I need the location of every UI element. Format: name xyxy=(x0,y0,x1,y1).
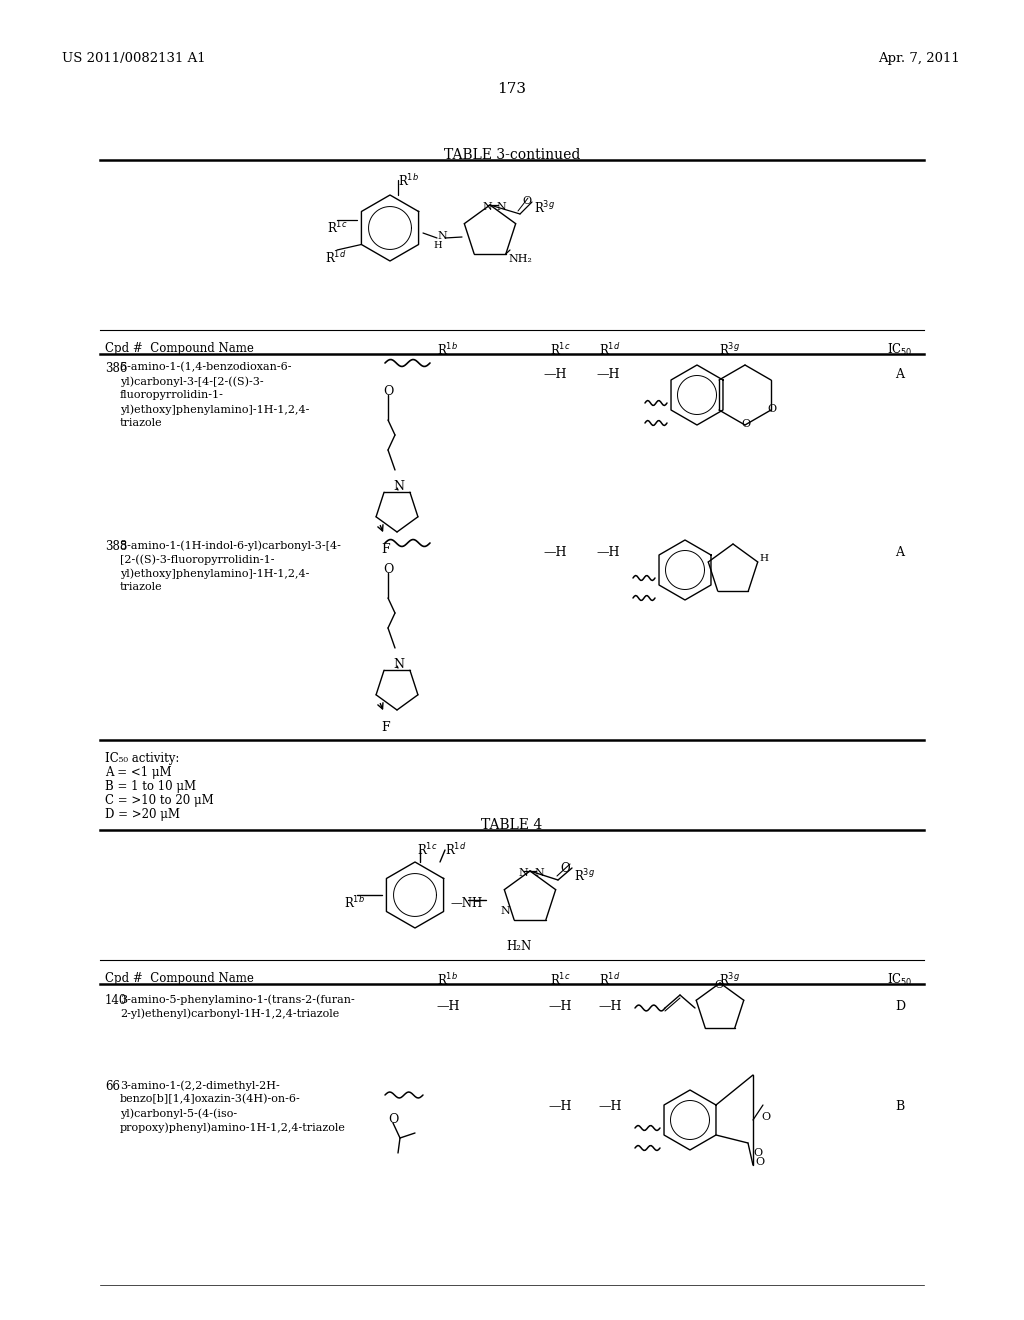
Text: —H: —H xyxy=(544,546,566,558)
Text: R$^{3g}$: R$^{3g}$ xyxy=(574,869,595,884)
Text: IC$_{50}$: IC$_{50}$ xyxy=(887,972,912,989)
Text: —H: —H xyxy=(598,1001,622,1012)
Text: Cpd #  Compound Name: Cpd # Compound Name xyxy=(105,972,254,985)
Text: 386: 386 xyxy=(105,362,127,375)
Text: R$^{1c}$: R$^{1c}$ xyxy=(327,220,347,236)
Text: yl)carbonyl-3-[4-[2-((S)-3-: yl)carbonyl-3-[4-[2-((S)-3- xyxy=(120,376,263,387)
Text: R$^{1d}$: R$^{1d}$ xyxy=(599,972,621,987)
Text: A: A xyxy=(896,368,904,381)
Text: —H: —H xyxy=(548,1001,571,1012)
Text: O: O xyxy=(741,418,751,429)
Text: N: N xyxy=(534,869,544,878)
Text: benzo[b][1,4]oxazin-3(4H)-on-6-: benzo[b][1,4]oxazin-3(4H)-on-6- xyxy=(120,1094,301,1105)
Text: US 2011/0082131 A1: US 2011/0082131 A1 xyxy=(62,51,206,65)
Text: 173: 173 xyxy=(498,82,526,96)
Text: 3-amino-1-(2,2-dimethyl-2H-: 3-amino-1-(2,2-dimethyl-2H- xyxy=(120,1080,280,1090)
Text: R$^{1c}$: R$^{1c}$ xyxy=(417,842,437,858)
Text: IC$_{50}$: IC$_{50}$ xyxy=(887,342,912,358)
Text: —H: —H xyxy=(544,368,566,381)
Text: O: O xyxy=(755,1158,764,1167)
Text: N: N xyxy=(518,869,527,878)
Text: TABLE 3-continued: TABLE 3-continued xyxy=(443,148,581,162)
Text: 66: 66 xyxy=(105,1080,120,1093)
Text: O: O xyxy=(383,564,393,576)
Text: B: B xyxy=(895,1100,904,1113)
Text: Cpd #  Compound Name: Cpd # Compound Name xyxy=(105,342,254,355)
Text: A: A xyxy=(896,546,904,558)
Text: 2-yl)ethenyl)carbonyl-1H-1,2,4-triazole: 2-yl)ethenyl)carbonyl-1H-1,2,4-triazole xyxy=(120,1008,339,1019)
Text: 140: 140 xyxy=(105,994,127,1007)
Text: —H: —H xyxy=(596,546,620,558)
Text: O: O xyxy=(714,979,723,990)
Text: O: O xyxy=(388,1113,398,1126)
Text: H₂N: H₂N xyxy=(506,940,531,953)
Text: F: F xyxy=(381,543,390,556)
Text: —NH: —NH xyxy=(450,898,482,909)
Text: O: O xyxy=(761,1111,770,1122)
Text: 5-amino-1-(1,4-benzodioxan-6-: 5-amino-1-(1,4-benzodioxan-6- xyxy=(120,362,292,372)
Text: N: N xyxy=(496,202,506,213)
Text: C = >10 to 20 μM: C = >10 to 20 μM xyxy=(105,795,214,807)
Text: yl)ethoxy]phenylamino]-1H-1,2,4-: yl)ethoxy]phenylamino]-1H-1,2,4- xyxy=(120,568,309,578)
Text: triazole: triazole xyxy=(120,418,163,428)
Text: N: N xyxy=(393,480,404,492)
Text: fluoropyrrolidin-1-: fluoropyrrolidin-1- xyxy=(120,389,224,400)
Text: R$^{3g}$: R$^{3g}$ xyxy=(534,201,555,216)
Text: IC₅₀ activity:: IC₅₀ activity: xyxy=(105,752,179,766)
Text: N: N xyxy=(437,231,446,242)
Text: Apr. 7, 2011: Apr. 7, 2011 xyxy=(879,51,961,65)
Text: A = <1 μM: A = <1 μM xyxy=(105,766,172,779)
Text: R$^{1d}$: R$^{1d}$ xyxy=(599,342,621,358)
Text: R$^{1b}$: R$^{1b}$ xyxy=(398,173,419,189)
Text: O: O xyxy=(753,1148,762,1158)
Text: triazole: triazole xyxy=(120,582,163,591)
Text: 5-amino-1-(1H-indol-6-yl)carbonyl-3-[4-: 5-amino-1-(1H-indol-6-yl)carbonyl-3-[4- xyxy=(120,540,341,550)
Text: 388: 388 xyxy=(105,540,127,553)
Text: O: O xyxy=(383,385,393,399)
Text: NH₂: NH₂ xyxy=(508,253,531,264)
Text: 3-amino-5-phenylamino-1-(trans-2-(furan-: 3-amino-5-phenylamino-1-(trans-2-(furan- xyxy=(120,994,354,1005)
Text: H: H xyxy=(760,554,769,562)
Text: R$^{1d}$: R$^{1d}$ xyxy=(445,842,467,858)
Text: R$^{1d}$: R$^{1d}$ xyxy=(325,249,346,265)
Text: O: O xyxy=(767,404,776,414)
Text: N: N xyxy=(500,906,510,916)
Text: —H: —H xyxy=(436,1001,460,1012)
Text: R$^{3g}$: R$^{3g}$ xyxy=(720,972,740,989)
Text: —H: —H xyxy=(598,1100,622,1113)
Text: yl)ethoxy]phenylamino]-1H-1,2,4-: yl)ethoxy]phenylamino]-1H-1,2,4- xyxy=(120,404,309,414)
Text: O: O xyxy=(522,195,531,206)
Text: N: N xyxy=(482,202,492,213)
Text: —H: —H xyxy=(548,1100,571,1113)
Text: R$^{1b}$: R$^{1b}$ xyxy=(344,895,365,911)
Text: H: H xyxy=(433,242,441,249)
Text: R$^{1b}$: R$^{1b}$ xyxy=(437,342,459,358)
Text: TABLE 4: TABLE 4 xyxy=(481,818,543,832)
Text: R$^{3g}$: R$^{3g}$ xyxy=(720,342,740,359)
Text: D: D xyxy=(895,1001,905,1012)
Text: O: O xyxy=(560,862,569,875)
Text: propoxy)phenyl)amino-1H-1,2,4-triazole: propoxy)phenyl)amino-1H-1,2,4-triazole xyxy=(120,1122,346,1133)
Text: yl)carbonyl-5-(4-(iso-: yl)carbonyl-5-(4-(iso- xyxy=(120,1107,238,1118)
Text: R$^{1c}$: R$^{1c}$ xyxy=(550,342,570,359)
Text: —H: —H xyxy=(596,368,620,381)
Text: B = 1 to 10 μM: B = 1 to 10 μM xyxy=(105,780,197,793)
Text: R$^{1b}$: R$^{1b}$ xyxy=(437,972,459,987)
Text: [2-((S)-3-fluoropyrrolidin-1-: [2-((S)-3-fluoropyrrolidin-1- xyxy=(120,554,274,565)
Text: N: N xyxy=(393,657,404,671)
Text: R$^{1c}$: R$^{1c}$ xyxy=(550,972,570,989)
Text: F: F xyxy=(381,721,390,734)
Text: D = >20 μM: D = >20 μM xyxy=(105,808,180,821)
